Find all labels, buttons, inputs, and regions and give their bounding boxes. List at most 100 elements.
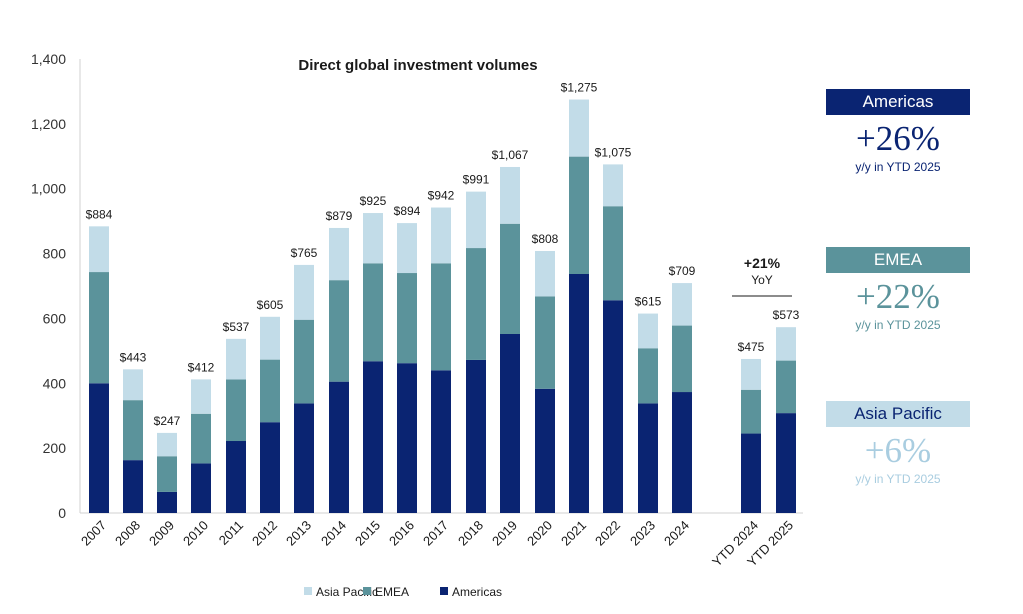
bar-total-label: $443 xyxy=(120,350,147,364)
bar-segment-asia-pacific xyxy=(741,358,761,390)
bar-total-label: $1,067 xyxy=(492,148,529,162)
bar-total-label: $808 xyxy=(532,232,559,246)
bar-segment-asia-pacific xyxy=(672,283,692,326)
x-tick-label: 2016 xyxy=(386,518,417,549)
bar-segment-asia-pacific xyxy=(294,264,314,320)
bar-segment-asia-pacific xyxy=(466,191,486,249)
bar-total-label: $765 xyxy=(291,246,318,260)
bar-segment-asia-pacific xyxy=(535,250,555,297)
bar-segment-americas xyxy=(191,463,211,513)
x-tick-label: 2013 xyxy=(283,518,314,549)
bar-segment-asia-pacific xyxy=(191,379,211,414)
bar-total-label: $884 xyxy=(86,207,113,221)
americas-caption: y/y in YTD 2025 xyxy=(855,160,941,174)
bar-total-label: $605 xyxy=(257,298,284,312)
x-tick-label: 2019 xyxy=(489,518,520,549)
bar-segment-emea xyxy=(638,348,658,404)
y-tick-label: 200 xyxy=(43,440,67,456)
bar-segment-asia-pacific xyxy=(603,164,623,207)
emea-panel: EMEA +22% y/y in YTD 2025 xyxy=(826,247,970,333)
bar-total-label: $615 xyxy=(635,295,662,309)
bar-segment-americas xyxy=(294,403,314,513)
bar-total-label: $412 xyxy=(188,360,215,374)
y-tick-label: 0 xyxy=(58,505,66,521)
americas-panel: Americas +26% y/y in YTD 2025 xyxy=(826,89,970,175)
x-tick-label: 2007 xyxy=(78,518,109,549)
yoy-value: +21% xyxy=(744,255,781,271)
bar-segment-asia-pacific xyxy=(329,227,349,281)
emea-badge: EMEA xyxy=(826,247,970,273)
bar-segment-americas xyxy=(157,491,177,513)
bar-segment-asia-pacific xyxy=(776,327,796,361)
bar-segment-emea xyxy=(741,389,761,434)
bar-segment-asia-pacific xyxy=(89,226,109,273)
bar-total-label: $475 xyxy=(738,340,765,354)
bar-segment-emea xyxy=(157,456,177,492)
bar-segment-asia-pacific xyxy=(157,432,177,457)
bar-segment-emea xyxy=(776,360,796,414)
bar-segment-emea xyxy=(500,223,520,334)
bar-segment-americas xyxy=(226,441,246,513)
y-tick-label: 400 xyxy=(43,375,67,391)
x-tick-label: 2020 xyxy=(524,518,555,549)
legend-label: Americas xyxy=(452,585,502,599)
bar-segment-asia-pacific xyxy=(226,338,246,380)
bar-segment-americas xyxy=(741,433,761,513)
total-labels: $884 $443 $247 $412 $537 $605 $765 $879 $925 $894… xyxy=(86,81,800,428)
americas-change: +26% xyxy=(856,119,940,158)
y-tick-label: 800 xyxy=(43,246,67,262)
bar-segment-americas xyxy=(260,422,280,513)
bar-total-label: $709 xyxy=(669,264,696,278)
bar-segment-americas xyxy=(466,359,486,513)
bar-segment-emea xyxy=(672,325,692,393)
emea-caption: y/y in YTD 2025 xyxy=(855,318,941,332)
x-tick-label: 2012 xyxy=(249,518,280,549)
yoy-label: YoY xyxy=(751,273,773,287)
bar-segment-americas xyxy=(363,361,383,513)
bar-segment-asia-pacific xyxy=(260,316,280,360)
x-tick-label: 2023 xyxy=(627,518,658,549)
investment-volumes-chart: Direct global investment volumes 0 200 400… xyxy=(31,51,803,599)
bar-segment-emea xyxy=(191,413,211,464)
bar-segment-americas xyxy=(329,381,349,513)
bar-segment-americas xyxy=(638,403,658,513)
bar-segment-asia-pacific xyxy=(500,166,520,224)
bar-segment-asia-pacific xyxy=(397,223,417,274)
bar-segment-emea xyxy=(363,263,383,362)
bar-series xyxy=(89,99,796,513)
x-tick-label: 2008 xyxy=(112,518,143,549)
x-tick-label: 2009 xyxy=(146,518,177,549)
x-tick-label: 2022 xyxy=(592,518,623,549)
bar-total-label: $991 xyxy=(463,173,490,187)
bar-segment-americas xyxy=(535,388,555,513)
bar-segment-americas xyxy=(123,460,143,513)
bar-segment-emea xyxy=(569,156,589,275)
bar-segment-asia-pacific xyxy=(431,207,451,264)
x-tick-label: 2011 xyxy=(216,518,246,548)
x-tick-label: 2014 xyxy=(318,518,349,549)
x-tick-label: 2024 xyxy=(661,518,692,549)
x-tick-label: 2018 xyxy=(455,518,486,549)
bar-segment-americas xyxy=(500,333,520,513)
legend-label: Asia Pacific xyxy=(316,585,378,599)
bar-segment-emea xyxy=(294,319,314,404)
legend-swatch xyxy=(304,587,312,595)
bar-total-label: $1,075 xyxy=(595,145,632,159)
x-tick-label: 2010 xyxy=(180,518,211,549)
bar-segment-emea xyxy=(431,263,451,371)
bar-segment-americas xyxy=(672,392,692,513)
x-tick-label: 2015 xyxy=(352,518,383,549)
bar-total-label: $1,275 xyxy=(561,81,598,95)
yoy-annotation: +21% YoY xyxy=(732,255,792,297)
bar-total-label: $925 xyxy=(360,194,387,208)
y-tick-label: 1,000 xyxy=(31,181,66,197)
bar-segment-americas xyxy=(397,363,417,513)
bar-segment-emea xyxy=(397,273,417,364)
asia-pacific-change: +6% xyxy=(864,431,932,470)
bar-segment-americas xyxy=(431,370,451,513)
legend-swatch xyxy=(363,587,371,595)
x-axis-labels: 2007 2008 2009 2010 2011 2012 2013 2014 2015 2016… xyxy=(78,518,796,570)
bar-segment-americas xyxy=(603,300,623,513)
bar-segment-asia-pacific xyxy=(569,99,589,157)
